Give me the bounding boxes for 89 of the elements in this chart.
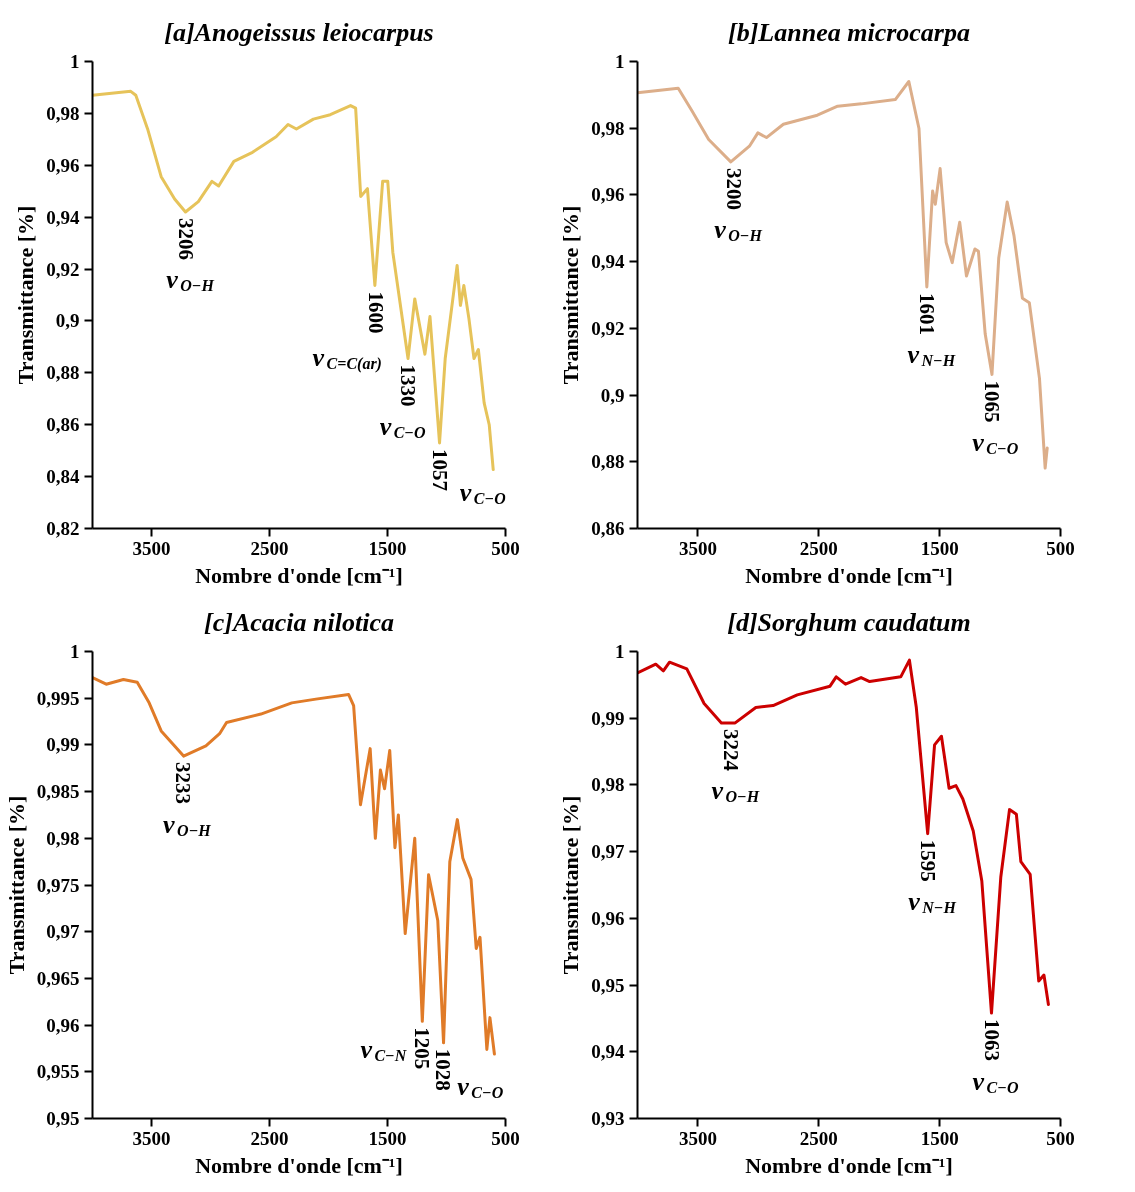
y-tick-label: 0,96 bbox=[46, 1014, 80, 1036]
y-tick-label: 0,99 bbox=[46, 734, 80, 756]
chart-title: [b]Lannea microcarpa bbox=[728, 17, 970, 47]
annotation: 1600 bbox=[363, 291, 388, 334]
x-axis-title: Nombre d'onde [cm⁻¹] bbox=[745, 1152, 953, 1178]
chart-title: [c]Acacia nilotica bbox=[204, 607, 394, 637]
x-axis-title: Nombre d'onde [cm⁻¹] bbox=[195, 1152, 403, 1178]
y-tick-label: 1 bbox=[70, 641, 80, 662]
annotation: νC−O bbox=[457, 1072, 504, 1102]
annotation: νC−O bbox=[972, 427, 1019, 457]
y-tick-label: 1 bbox=[70, 51, 80, 72]
y-tick-label: 0,96 bbox=[591, 184, 625, 206]
annotation: 1065 bbox=[980, 380, 1005, 423]
y-tick-label: 0,985 bbox=[36, 781, 80, 803]
y-tick-label: 0,88 bbox=[591, 451, 625, 473]
annotation: 1057 bbox=[427, 448, 452, 491]
x-tick-label: 500 bbox=[1046, 1127, 1075, 1149]
annotation: νC−O bbox=[972, 1066, 1019, 1096]
annotation: νO−H bbox=[166, 265, 215, 295]
annotation: 1601 bbox=[915, 292, 940, 335]
x-tick-label: 3500 bbox=[132, 537, 171, 559]
x-tick-label: 2500 bbox=[250, 537, 289, 559]
y-axis-title: Transmittance [%] bbox=[558, 205, 584, 385]
y-tick-label: 0,965 bbox=[36, 967, 80, 989]
annotation: νN−H bbox=[908, 887, 957, 917]
x-tick-label: 500 bbox=[491, 537, 520, 559]
y-tick-label: 0,96 bbox=[591, 907, 625, 929]
y-tick-label: 0,94 bbox=[46, 206, 80, 228]
x-tick-label: 3500 bbox=[132, 1127, 171, 1149]
x-tick-label: 1500 bbox=[368, 1127, 407, 1149]
y-tick-label: 0,86 bbox=[46, 414, 80, 436]
annotation: νC−O bbox=[379, 412, 427, 442]
annotation: 3200 bbox=[722, 167, 747, 210]
y-tick-label: 0,99 bbox=[591, 707, 625, 729]
y-tick-label: 0,93 bbox=[591, 1108, 625, 1129]
x-tick-label: 2500 bbox=[799, 537, 838, 559]
chart-title: [d]Sorghum caudatum bbox=[727, 607, 971, 637]
y-tick-label: 0,9 bbox=[600, 384, 625, 406]
annotation: 3206 bbox=[174, 217, 199, 260]
y-axis-title: Transmittance [%] bbox=[13, 205, 39, 385]
y-tick-label: 0,98 bbox=[46, 102, 80, 124]
y-tick-label: 1 bbox=[615, 641, 625, 662]
annotation: νN−H bbox=[907, 340, 956, 370]
annotation: νC=C(ar) bbox=[312, 342, 382, 373]
chart-title: [a]Anogeissus leiocarpus bbox=[164, 17, 434, 47]
y-tick-label: 0,86 bbox=[591, 518, 625, 539]
x-tick-label: 1500 bbox=[368, 537, 407, 559]
x-tick-label: 2500 bbox=[250, 1127, 289, 1149]
y-tick-label: 0,92 bbox=[591, 317, 625, 339]
y-tick-label: 0,95 bbox=[46, 1108, 80, 1129]
y-tick-label: 0,995 bbox=[36, 687, 80, 709]
y-tick-label: 0,95 bbox=[591, 974, 625, 996]
annotation: 3224 bbox=[719, 728, 744, 772]
y-tick-label: 0,84 bbox=[46, 466, 80, 488]
annotation: 1063 bbox=[980, 1019, 1005, 1062]
y-tick-label: 0,9 bbox=[55, 310, 80, 332]
x-tick-label: 500 bbox=[491, 1127, 520, 1149]
y-tick-label: 0,97 bbox=[591, 841, 625, 863]
x-tick-label: 1500 bbox=[920, 537, 959, 559]
annotation: 3233 bbox=[171, 762, 196, 805]
y-tick-label: 0,94 bbox=[591, 1041, 625, 1063]
y-axis-title: Transmittance [%] bbox=[3, 795, 29, 975]
x-tick-label: 3500 bbox=[678, 1127, 717, 1149]
x-tick-label: 3500 bbox=[678, 537, 717, 559]
annotation: 1330 bbox=[395, 364, 420, 407]
y-tick-label: 0,98 bbox=[591, 774, 625, 796]
x-axis-title: Nombre d'onde [cm⁻¹] bbox=[195, 562, 403, 588]
x-tick-label: 500 bbox=[1046, 537, 1075, 559]
y-axis-title: Transmittance [%] bbox=[558, 795, 584, 975]
annotation: νO−H bbox=[711, 776, 760, 806]
annotation: νO−H bbox=[714, 215, 763, 245]
y-tick-label: 0,975 bbox=[36, 874, 80, 896]
annotation: 1595 bbox=[916, 839, 941, 882]
x-axis-title: Nombre d'onde [cm⁻¹] bbox=[745, 562, 953, 588]
y-tick-label: 0,88 bbox=[46, 362, 80, 384]
y-tick-label: 1 bbox=[615, 51, 625, 72]
x-tick-label: 1500 bbox=[920, 1127, 959, 1149]
y-tick-label: 0,98 bbox=[46, 827, 80, 849]
y-tick-label: 0,94 bbox=[591, 251, 625, 273]
annotation: νC−O bbox=[459, 478, 507, 508]
annotation: νC−N bbox=[360, 1034, 408, 1064]
y-tick-label: 0,955 bbox=[36, 1061, 80, 1083]
y-tick-label: 0,97 bbox=[46, 921, 80, 943]
y-tick-label: 0,96 bbox=[46, 154, 80, 176]
y-tick-label: 0,98 bbox=[591, 117, 625, 139]
y-tick-label: 0,92 bbox=[46, 258, 80, 280]
x-tick-label: 2500 bbox=[799, 1127, 838, 1149]
y-tick-label: 0,82 bbox=[46, 518, 80, 539]
annotation: νO−H bbox=[163, 809, 212, 839]
